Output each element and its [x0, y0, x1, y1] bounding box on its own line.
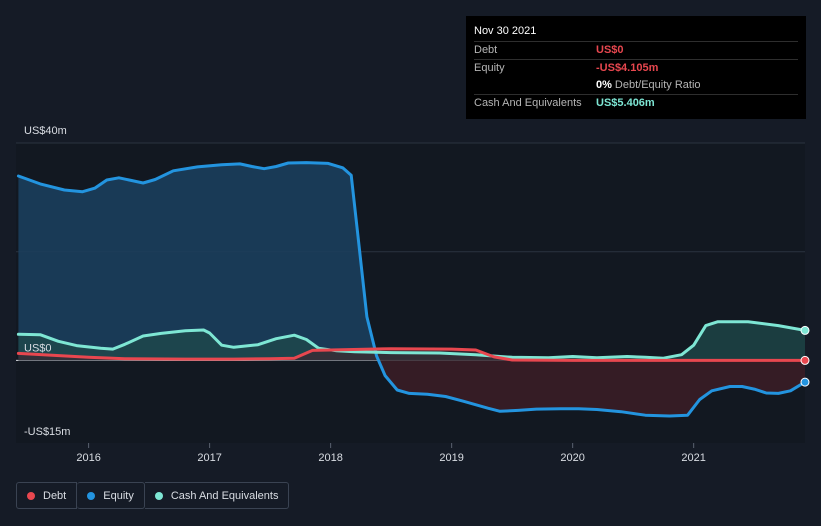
legend-label: Cash And Equivalents	[170, 489, 279, 502]
legend-dot-icon	[154, 491, 163, 500]
x-tick-label: 2020	[560, 452, 584, 464]
cash-and-equivalents-end-point	[800, 325, 810, 335]
tooltip-date: Nov 30 2021	[474, 25, 537, 37]
legend-dot-icon	[87, 491, 96, 500]
axes: US$40m US$0 -US$15m 2016 2017 2018 2019 2020 202…	[24, 125, 706, 464]
debt-line	[16, 347, 807, 362]
legend-item-cash[interactable]: Cash And Equivalents	[144, 482, 290, 509]
tooltip-value: US$5.406m	[596, 97, 655, 109]
x-tick-label: 2021	[681, 452, 705, 464]
tooltip-label: Cash And Equivalents	[474, 97, 582, 109]
tooltip-value: -US$4.105m	[596, 62, 659, 74]
tooltip-row-ratio: 0% Debt/Equity Ratio	[474, 77, 798, 94]
cash-and-equivalents-area	[18, 321, 805, 361]
equity-end-point	[800, 377, 810, 387]
debt-end-point	[800, 355, 810, 365]
x-tick-label: 2017	[197, 452, 221, 464]
hover-tooltip: Nov 30 2021 Debt US$0 Equity -US$4.105m …	[466, 16, 806, 119]
legend-label: Debt	[43, 489, 67, 502]
tooltip-ratio-label: Debt/Equity Ratio	[614, 79, 701, 91]
legend-dot-icon	[27, 491, 35, 500]
legend-item-debt[interactable]: Debt	[16, 482, 78, 509]
y-tick-label: US$0	[24, 342, 52, 354]
tooltip-label: Debt	[474, 44, 498, 56]
legend-item-equity[interactable]: Equity	[77, 482, 145, 509]
x-tick-label: 2019	[439, 452, 463, 464]
legend: Debt Equity Cash And Equivalents	[16, 482, 290, 509]
y-tick-label: US$40m	[24, 125, 67, 137]
equity-area-negative	[18, 360, 805, 416]
equity-area-positive	[18, 162, 379, 361]
equity-line	[16, 161, 807, 418]
y-tick-label: -US$15m	[24, 426, 70, 438]
series-lines	[16, 161, 807, 418]
tooltip-label: Equity	[474, 62, 505, 74]
x-tick-label: 2016	[76, 452, 100, 464]
tooltip-row-debt: Debt US$0	[474, 41, 798, 59]
tooltip-row-cash: Cash And Equivalents US$5.406m	[474, 94, 798, 112]
legend-label: Equity	[103, 489, 134, 502]
tooltip-value: US$0	[596, 44, 624, 56]
tooltip-value: 0%	[596, 79, 612, 91]
end-markers	[800, 325, 810, 387]
debt-area	[18, 348, 805, 361]
tooltip-row-equity: Equity -US$4.105m	[474, 59, 798, 77]
x-tick-label: 2018	[318, 452, 342, 464]
series-fills	[18, 162, 805, 416]
tooltip-label	[474, 77, 596, 94]
